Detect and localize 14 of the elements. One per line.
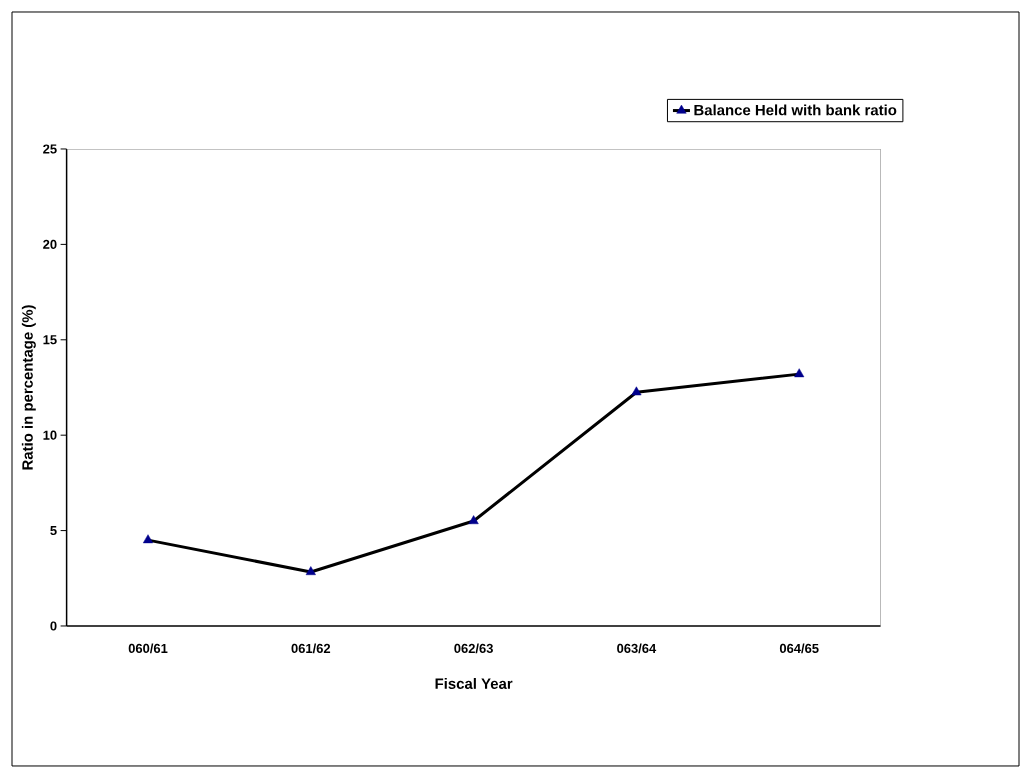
x-tick-label: 062/63 (454, 643, 493, 654)
y-axis-title: Ratio in percentage (%) (21, 305, 36, 470)
x-tick-label: 060/61 (128, 643, 168, 654)
x-tick-label: 063/64 (617, 643, 657, 654)
y-tick-label: 0 (50, 621, 57, 631)
x-tick-label: 064/65 (779, 643, 819, 654)
y-tick-label: 10 (43, 430, 57, 440)
x-tick-label: 061/62 (291, 643, 331, 654)
y-tick-label: 5 (50, 526, 57, 536)
y-tick-label: 20 (43, 239, 57, 249)
y-tick-label: 25 (43, 144, 57, 154)
legend-label: Balance Held with bank ratio (694, 104, 897, 116)
y-tick-label: 15 (43, 335, 57, 345)
x-axis-title: Fiscal Year (435, 677, 513, 689)
